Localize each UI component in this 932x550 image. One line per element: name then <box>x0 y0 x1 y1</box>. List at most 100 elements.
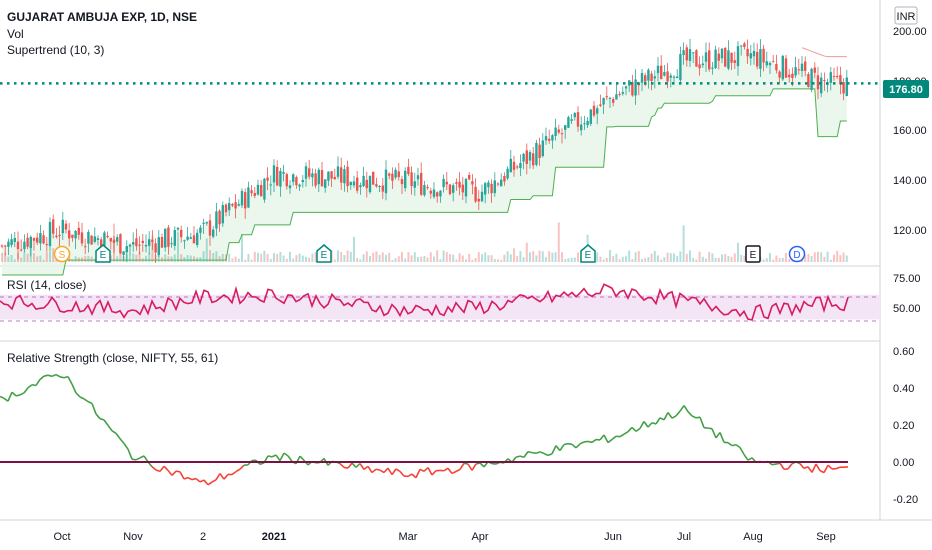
volume-bar <box>71 259 74 262</box>
rs-segment <box>343 466 349 469</box>
event-marker-earnings <box>95 244 111 263</box>
candle-body <box>720 48 724 59</box>
rs-segment <box>159 465 165 472</box>
candle-body <box>125 246 128 253</box>
candle-body <box>832 76 836 78</box>
candle-body <box>669 75 672 78</box>
rs-segment <box>111 430 117 435</box>
candle-body <box>170 243 173 245</box>
volume-bar <box>295 255 298 262</box>
volume-bar <box>471 259 474 262</box>
candle-body <box>317 169 320 185</box>
candle-body <box>45 244 48 246</box>
volume-bar <box>554 252 557 262</box>
rs-segment <box>555 445 561 452</box>
rs-segment <box>179 471 185 480</box>
volume-bar <box>218 256 221 262</box>
rs-segment <box>551 445 557 455</box>
rs-segment <box>23 387 29 394</box>
volume-bar <box>551 252 554 262</box>
rs-segment <box>539 451 545 455</box>
volume-bar <box>301 255 304 262</box>
candle-body <box>445 181 448 185</box>
volume-bar <box>234 256 237 262</box>
volume-bar <box>545 257 547 262</box>
candle-body <box>266 177 269 181</box>
volume-bar <box>413 252 416 262</box>
candle-body <box>560 133 564 135</box>
candle-body <box>256 184 260 195</box>
candle-body <box>474 186 477 202</box>
volume-bar <box>7 256 10 262</box>
volume-bar <box>116 256 119 262</box>
rs-segment <box>15 394 21 397</box>
volume-bar <box>513 248 515 262</box>
candle-body <box>132 242 135 245</box>
candle-body <box>816 75 820 90</box>
candle-body <box>64 223 68 230</box>
volume-bar <box>333 259 336 262</box>
volume-bar <box>20 257 23 262</box>
rs-segment <box>451 470 457 475</box>
candle-body <box>352 181 356 186</box>
rs-segment <box>591 438 597 443</box>
rs-segment <box>771 463 777 466</box>
volume-bar <box>529 252 531 262</box>
rs-segment <box>363 465 369 471</box>
candle-body <box>468 174 471 180</box>
volume-bar <box>292 258 295 262</box>
candle-body <box>285 174 288 187</box>
candle-body <box>644 75 647 82</box>
candle-body <box>503 176 506 182</box>
candle-body <box>804 61 807 71</box>
rs-title: Relative Strength (close, NIFTY, 55, 61) <box>7 351 218 365</box>
candle-body <box>7 241 10 247</box>
rs-segment <box>283 452 289 457</box>
volume-bar <box>180 254 183 262</box>
rs-segment <box>351 462 357 468</box>
volume-bar <box>4 252 7 262</box>
volume-bar <box>497 259 499 262</box>
candle-body <box>173 230 176 246</box>
candle-body <box>320 170 324 187</box>
volume-bar <box>365 251 368 262</box>
volume-bar <box>10 255 13 262</box>
volume-bar <box>410 255 413 262</box>
rsi-tick: 50.00 <box>893 303 921 315</box>
rs-segment <box>171 470 177 476</box>
last-price-badge <box>883 80 929 98</box>
rs-segment <box>183 476 189 480</box>
rs-segment <box>83 398 89 403</box>
rs-segment <box>815 463 821 472</box>
time-tick-label: Apr <box>471 531 488 543</box>
volume-bar <box>87 255 90 262</box>
rs-segment <box>271 454 277 458</box>
candle-body <box>119 234 122 254</box>
rs-segment <box>339 462 345 469</box>
volume-bar <box>474 257 477 262</box>
volume-bar <box>577 252 579 262</box>
volume-bar <box>609 250 611 262</box>
volume-bar <box>650 253 653 262</box>
candle-body <box>429 190 432 194</box>
currency-badge[interactable] <box>894 6 918 25</box>
volume-bar <box>378 254 381 262</box>
candle-body <box>426 186 429 189</box>
volume-bar <box>682 225 685 262</box>
candle-body <box>784 58 788 78</box>
volume-bar <box>45 252 48 262</box>
candle-body <box>621 91 624 94</box>
volume-bar <box>602 259 605 262</box>
event-marker-label: S <box>59 250 66 261</box>
volume-bar <box>657 255 659 262</box>
rs-segment <box>659 417 665 421</box>
rs-segment <box>279 452 285 462</box>
time-tick-label: Jun <box>604 531 622 543</box>
volume-bar <box>705 258 707 262</box>
candle-body <box>74 230 77 239</box>
volume-bar <box>74 256 77 262</box>
rs-segment <box>131 458 137 461</box>
volume-bar <box>596 252 599 262</box>
rs-segment <box>647 422 653 428</box>
volume-bar <box>714 257 717 262</box>
